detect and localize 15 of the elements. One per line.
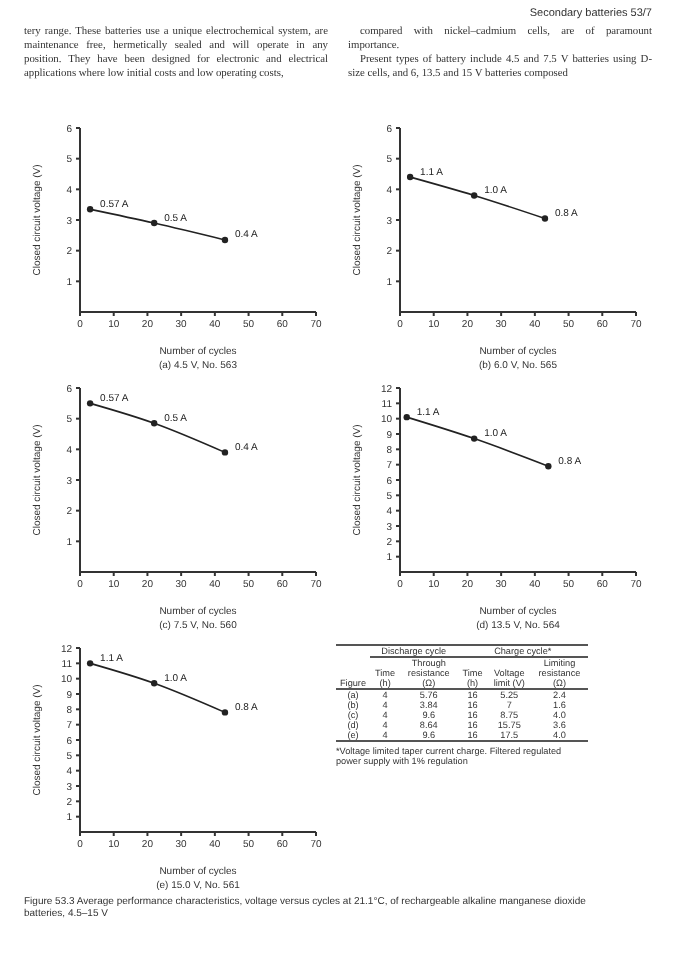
point xyxy=(221,236,229,244)
point xyxy=(406,173,414,181)
point xyxy=(221,449,229,456)
point xyxy=(86,400,94,407)
point xyxy=(86,206,94,213)
point xyxy=(150,219,158,227)
point xyxy=(541,215,549,222)
point xyxy=(221,709,229,716)
point xyxy=(470,435,478,442)
point xyxy=(86,660,94,667)
point xyxy=(150,420,158,427)
point xyxy=(545,463,552,470)
point xyxy=(150,680,158,687)
point xyxy=(403,413,410,421)
point xyxy=(470,192,478,199)
